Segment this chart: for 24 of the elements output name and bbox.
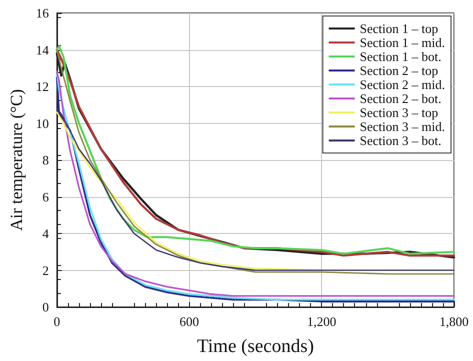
- legend-label: Section 1 – bot.: [360, 49, 442, 64]
- legend-label: Section 3 – top: [360, 105, 438, 120]
- legend-label: Section 3 – bot.: [360, 133, 442, 148]
- y-tick-label: 6: [42, 189, 50, 204]
- x-tick-label: 1,800: [439, 314, 469, 329]
- y-tick-label: 16: [36, 6, 50, 20]
- y-tick-label: 8: [42, 152, 49, 168]
- y-tick-label: 12: [36, 79, 49, 94]
- y-tick-label: 4: [42, 226, 50, 241]
- x-tick-label: 0: [54, 314, 60, 329]
- y-tick-label: 10: [36, 116, 49, 131]
- legend-label: Section 1 – top: [360, 21, 438, 36]
- x-tick-label: 1,200: [307, 314, 336, 329]
- legend-label: Section 1 – mid.: [360, 35, 445, 50]
- x-tick-label: 600: [180, 314, 200, 329]
- y-tick-label: 0: [42, 300, 49, 314]
- legend-label: Section 2 – top: [360, 63, 438, 78]
- y-tick-label: 14: [36, 42, 50, 58]
- legend-label: Section 2 – bot.: [360, 91, 442, 106]
- legend-label: Section 3 – mid.: [360, 119, 445, 134]
- legend-label: Section 2 – mid.: [360, 77, 445, 92]
- y-tick-label: 2: [42, 262, 49, 278]
- x-axis-title: Time (seconds): [196, 336, 314, 357]
- y-axis-title: Air temperature (°C): [7, 89, 26, 231]
